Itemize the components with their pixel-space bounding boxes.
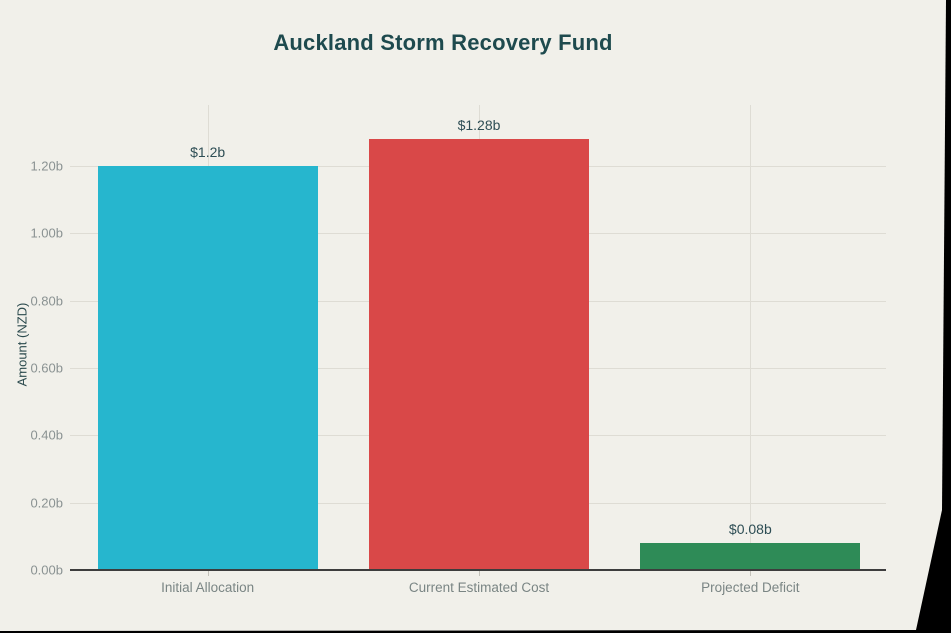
y-axis-title: Amount (NZD) xyxy=(14,302,30,387)
bar-initial-allocation xyxy=(97,165,318,570)
bar-value-label: $1.28b xyxy=(457,117,501,134)
x-category-label: Initial Allocation xyxy=(161,580,255,595)
y-tick-label: 0.40b xyxy=(30,427,63,443)
y-tick-label: 1.20b xyxy=(30,158,63,174)
chart-title: Auckland Storm Recovery Fund xyxy=(273,30,613,55)
y-tick-label: 0.80b xyxy=(30,293,63,309)
bar-value-label: $1.2b xyxy=(190,143,226,160)
bar-projected-deficit xyxy=(640,543,861,570)
x-axis-line xyxy=(70,569,886,571)
x-tick xyxy=(750,570,752,576)
bar-value-label: $0.08b xyxy=(728,521,772,538)
plot-area: 0.00b 0.20b 0.40b 0.60b 0.80b 1.00b 1.20b $1.2b… xyxy=(30,105,886,595)
y-tick-label: 1.00b xyxy=(30,225,63,241)
y-tick-label: 0.60b xyxy=(30,360,63,376)
y-tick-label: 0.00b xyxy=(30,562,63,578)
x-gridline xyxy=(750,105,752,570)
bar-current-estimated-cost xyxy=(369,139,589,570)
x-tick xyxy=(207,570,209,576)
x-category-label: Current Estimated Cost xyxy=(408,580,550,595)
x-tick xyxy=(479,570,480,576)
x-category-label: Projected Deficit xyxy=(701,580,800,595)
y-tick-label: 0.20b xyxy=(30,495,63,511)
